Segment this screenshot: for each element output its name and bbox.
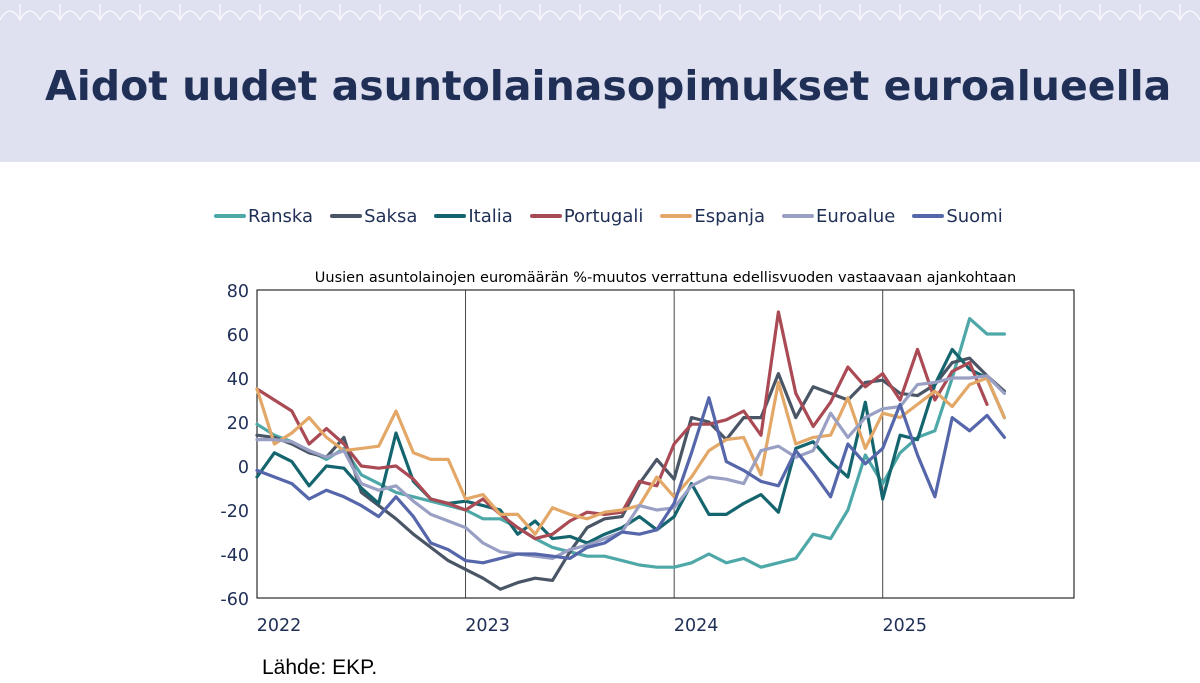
series-line-suomi	[255, 396, 1007, 565]
chart-subtitle: Uusien asuntolainojen euromäärän %-muuto…	[315, 270, 1016, 286]
legend-item-saksa: Saksa	[330, 206, 417, 227]
title-banner: Aidot uudet asuntolainasopimukset euroal…	[0, 0, 1200, 162]
legend-swatch	[782, 214, 815, 218]
y-tick-label: -40	[220, 546, 249, 566]
x-tick-label: 2025	[882, 616, 927, 636]
legend-label: Italia	[468, 205, 513, 227]
legend-label: Portugali	[563, 205, 644, 227]
legend-item-euroalue: Euroalue	[782, 206, 895, 227]
y-tick-label: -20	[220, 502, 249, 522]
legend-label: Espanja	[694, 205, 766, 227]
y-tick-label: 40	[227, 370, 249, 390]
legend-swatch	[529, 214, 562, 218]
plot-frame	[256, 289, 1075, 599]
legend-swatch	[330, 214, 363, 218]
chart-svg: Uusien asuntolainojen euromäärän %-muuto…	[220, 270, 1075, 636]
page-title: Aidot uudet asuntolainasopimukset euroal…	[45, 62, 1172, 110]
series-line-italia	[255, 347, 1007, 545]
decorative-pattern-icon	[0, 4, 1200, 22]
y-tick-label: 80	[227, 282, 249, 302]
y-tick-label: -60	[220, 590, 249, 610]
legend-item-espanja: Espanja	[660, 206, 765, 227]
series-line-espanja	[255, 376, 1007, 536]
legend-item-ranska: Ranska	[214, 206, 313, 227]
legend-label: Saksa	[364, 205, 418, 227]
legend-label: Suomi	[946, 205, 1003, 227]
legend-label: Euroalue	[816, 205, 896, 227]
x-tick-label: 2022	[257, 616, 302, 636]
legend-item-suomi: Suomi	[912, 205, 1003, 227]
legend-swatch	[660, 214, 693, 218]
line-chart: Uusien asuntolainojen euromäärän %-muuto…	[195, 255, 1095, 655]
series-line-portugali	[255, 310, 989, 541]
legend-item-italia: Italia	[434, 205, 513, 227]
legend-swatch	[214, 214, 246, 218]
legend-swatch	[912, 214, 945, 218]
y-tick-label: 20	[227, 414, 249, 434]
series-line-ranska	[255, 316, 1007, 569]
y-tick-label: 0	[238, 458, 249, 478]
chart-legend: Ranska Saksa Italia Portugali Espanja Euroalu…	[214, 204, 1020, 228]
y-tick-label: 60	[227, 326, 249, 346]
series-line-saksa	[255, 356, 1007, 591]
x-tick-label: 2023	[465, 616, 510, 636]
x-tick-label: 2024	[674, 616, 719, 636]
legend-swatch	[434, 214, 467, 218]
legend-item-portugali: Portugali	[529, 205, 644, 227]
legend-label: Ranska	[248, 205, 314, 227]
source-note: Lähde: EKP.	[262, 656, 378, 679]
series-line-euroalue	[255, 374, 1007, 560]
